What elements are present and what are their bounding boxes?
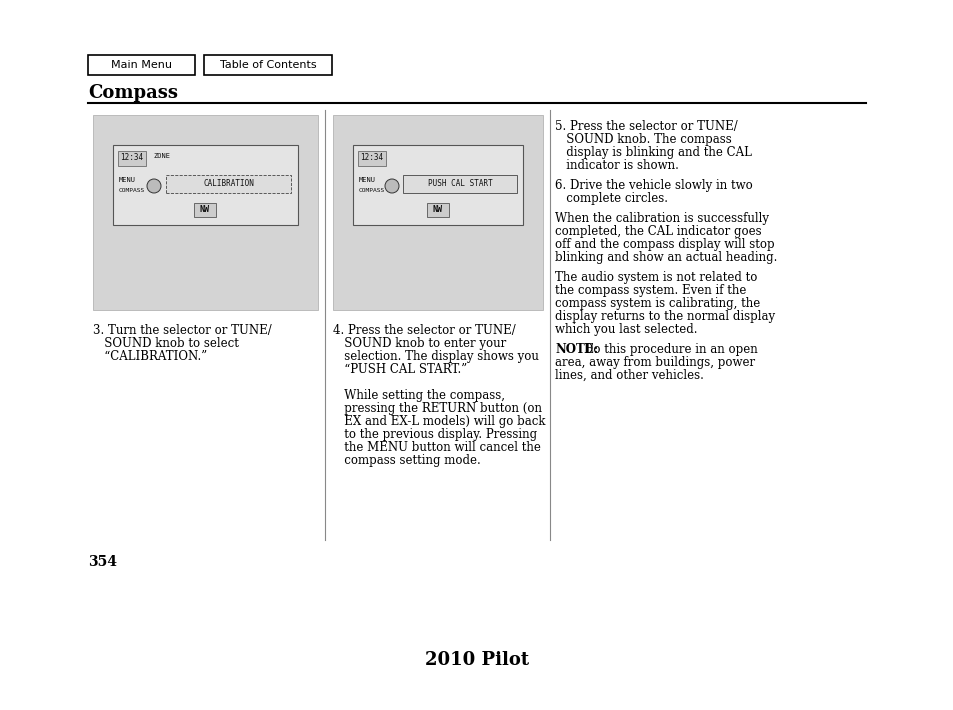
Text: 5. Press the selector or TUNE/: 5. Press the selector or TUNE/ <box>555 120 737 133</box>
Text: 4. Press the selector or TUNE/: 4. Press the selector or TUNE/ <box>333 324 516 337</box>
Text: While setting the compass,: While setting the compass, <box>333 389 504 402</box>
Text: COMPASS: COMPASS <box>358 187 385 192</box>
Bar <box>118 151 146 166</box>
Text: EX and EX-L models) will go back: EX and EX-L models) will go back <box>333 415 545 428</box>
Text: “CALIBRATION.”: “CALIBRATION.” <box>92 350 207 363</box>
Text: Table of Contents: Table of Contents <box>219 60 316 70</box>
Text: SOUND knob. The compass: SOUND knob. The compass <box>555 133 731 146</box>
Text: Main Menu: Main Menu <box>111 60 172 70</box>
Text: Do this procedure in an open: Do this procedure in an open <box>583 343 757 356</box>
Text: “PUSH CAL START.”: “PUSH CAL START.” <box>333 363 467 376</box>
Text: area, away from buildings, power: area, away from buildings, power <box>555 356 755 369</box>
Text: NW: NW <box>433 205 442 214</box>
Bar <box>204 55 332 75</box>
Text: NOTE:: NOTE: <box>555 343 598 356</box>
Text: ZONE: ZONE <box>153 153 171 159</box>
Text: the MENU button will cancel the: the MENU button will cancel the <box>333 441 540 454</box>
Text: pressing the RETURN button (on: pressing the RETURN button (on <box>333 402 541 415</box>
Text: MENU: MENU <box>358 177 375 183</box>
Text: MENU: MENU <box>119 177 136 183</box>
Text: CALIBRATION: CALIBRATION <box>203 180 253 188</box>
Text: COMPASS: COMPASS <box>119 187 145 192</box>
Text: compass system is calibrating, the: compass system is calibrating, the <box>555 297 760 310</box>
Bar <box>193 203 215 217</box>
Text: blinking and show an actual heading.: blinking and show an actual heading. <box>555 251 777 264</box>
Circle shape <box>147 179 161 193</box>
Text: SOUND knob to enter your: SOUND knob to enter your <box>333 337 506 350</box>
Text: 12:34: 12:34 <box>120 153 143 163</box>
Bar <box>333 115 542 310</box>
Text: lines, and other vehicles.: lines, and other vehicles. <box>555 369 703 382</box>
Text: display is blinking and the CAL: display is blinking and the CAL <box>555 146 751 159</box>
Bar <box>402 175 517 193</box>
Text: SOUND knob to select: SOUND knob to select <box>92 337 238 350</box>
Text: compass setting mode.: compass setting mode. <box>333 454 480 467</box>
Text: which you last selected.: which you last selected. <box>555 323 697 336</box>
Bar <box>112 145 297 225</box>
Bar <box>427 203 449 217</box>
Text: to the previous display. Pressing: to the previous display. Pressing <box>333 428 537 441</box>
Circle shape <box>385 179 398 193</box>
Text: When the calibration is successfully: When the calibration is successfully <box>555 212 768 225</box>
Bar <box>88 55 194 75</box>
Text: NW: NW <box>200 205 210 214</box>
Text: 3. Turn the selector or TUNE/: 3. Turn the selector or TUNE/ <box>92 324 272 337</box>
Text: off and the compass display will stop: off and the compass display will stop <box>555 238 774 251</box>
Text: the compass system. Even if the: the compass system. Even if the <box>555 284 745 297</box>
Text: 6. Drive the vehicle slowly in two: 6. Drive the vehicle slowly in two <box>555 179 752 192</box>
Text: 354: 354 <box>88 555 117 569</box>
Text: display returns to the normal display: display returns to the normal display <box>555 310 774 323</box>
Text: The audio system is not related to: The audio system is not related to <box>555 271 757 284</box>
Text: complete circles.: complete circles. <box>555 192 667 205</box>
Text: 12:34: 12:34 <box>360 153 383 163</box>
Text: Compass: Compass <box>88 84 178 102</box>
Bar <box>357 151 386 166</box>
Text: PUSH CAL START: PUSH CAL START <box>427 180 492 188</box>
Bar <box>353 145 522 225</box>
Text: selection. The display shows you: selection. The display shows you <box>333 350 538 363</box>
Text: indicator is shown.: indicator is shown. <box>555 159 679 172</box>
Text: 2010 Pilot: 2010 Pilot <box>424 651 529 669</box>
Bar <box>92 115 317 310</box>
Text: completed, the CAL indicator goes: completed, the CAL indicator goes <box>555 225 760 238</box>
Bar <box>166 175 291 193</box>
